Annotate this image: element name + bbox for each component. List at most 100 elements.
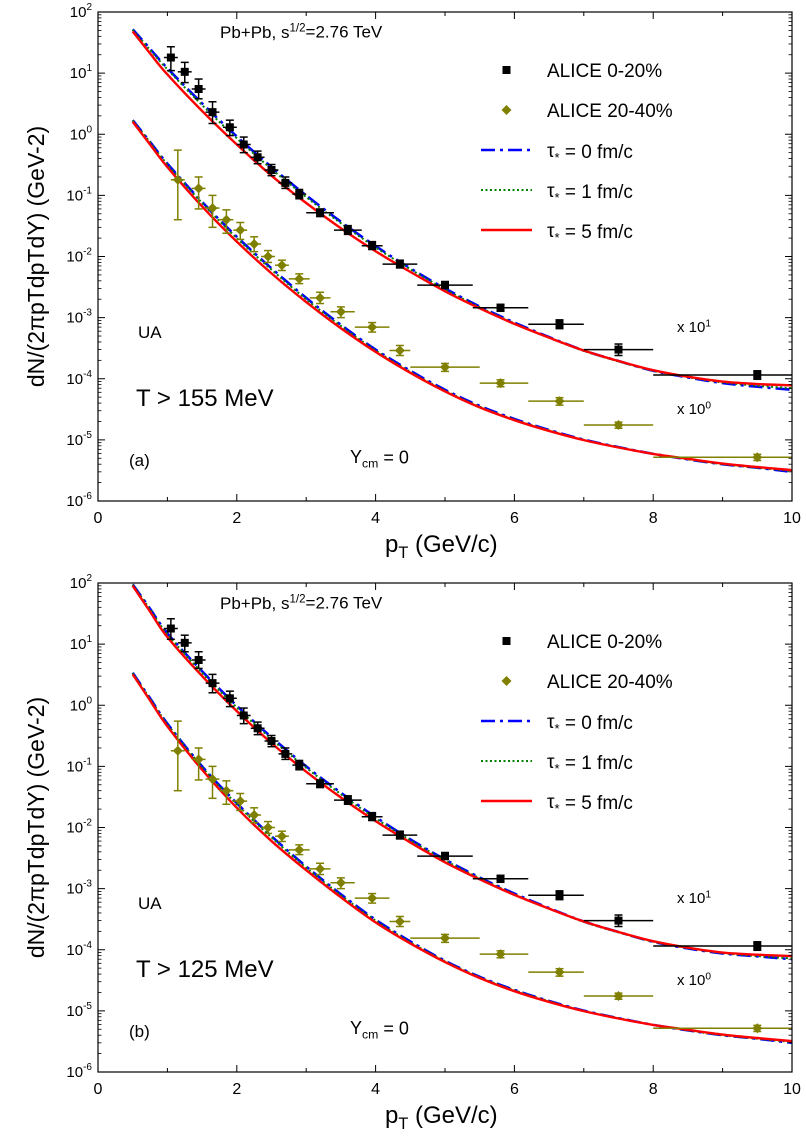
legend-label: ALICE 20-40% (547, 101, 673, 122)
data-point-square (583, 343, 654, 357)
y-tick-label: 101 (70, 63, 93, 82)
data-point-square (222, 690, 237, 708)
x-axis-label: pT (GeV/c) (385, 531, 498, 562)
legend-label: τ* = 5 fm/c (547, 792, 633, 816)
text-part: = 0 (378, 1019, 409, 1039)
scale-factor-lower: x 100 (677, 971, 711, 989)
data-point-square (472, 303, 529, 313)
marker-square (496, 303, 505, 312)
text-part: ALICE 0-20% (547, 61, 662, 82)
data-point-diamond (653, 1023, 792, 1034)
x-tick-label: 0 (94, 1081, 103, 1098)
x-tick-label: 6 (510, 510, 519, 527)
marker-diamond (315, 863, 326, 874)
legend-label: τ* = 1 fm/c (547, 752, 633, 776)
data-point-square (191, 651, 206, 670)
y-tick-label: 10-2 (66, 247, 92, 266)
scale-factor-lower: x 100 (677, 400, 711, 418)
text-part: 0 (705, 400, 711, 411)
y-tick-label: 10-3 (66, 308, 92, 327)
text-part: T > 155 MeV (136, 385, 274, 412)
text-part: = 5 fm/c (560, 793, 633, 814)
data-point-square (528, 890, 584, 901)
x-tick-label: 2 (232, 1081, 241, 1098)
text-part: τ (547, 181, 555, 202)
text-part: x 10 (677, 890, 705, 907)
legend-entry: ALICE 0-20% (502, 61, 662, 82)
data-point-diamond (247, 807, 262, 824)
data-point-square (292, 759, 307, 771)
y-tick-label: 10-4 (66, 940, 92, 959)
data-point-diamond (354, 321, 390, 333)
marker-square (225, 123, 234, 132)
marker-diamond (249, 810, 260, 821)
text-part: 2 (232, 1081, 241, 1098)
data-point-diamond (479, 949, 529, 960)
marker-diamond (554, 967, 565, 978)
marker-square (555, 320, 564, 329)
system-label: Pb+Pb, s1/2=2.76 TeV (220, 594, 383, 613)
data-point-square (361, 811, 383, 822)
y-tick-label: 10-3 (66, 879, 92, 898)
data-point-diamond (528, 967, 584, 978)
y-tick-label: 10-5 (66, 430, 92, 449)
data-point-diamond (653, 452, 792, 463)
marker-square (441, 281, 449, 290)
text-part: 1/2 (289, 23, 305, 35)
marker-diamond (495, 949, 506, 960)
system-label: Pb+Pb, s1/2=2.76 TeV (220, 23, 383, 42)
x-tick-label: 10 (783, 510, 801, 527)
data-point-diamond (309, 291, 331, 305)
text-part: 10 (783, 510, 801, 527)
marker-diamond (495, 378, 506, 389)
legend-entry: τ* = 5 fm/c (481, 221, 633, 245)
text-part: 0 (94, 510, 103, 527)
scale-factor-upper: x 101 (677, 318, 711, 336)
text-part: ALICE 0-20% (547, 632, 662, 653)
y-tick-label: 102 (70, 2, 93, 21)
marker-square (614, 345, 623, 354)
data-point-square (528, 319, 584, 330)
marker-diamond (394, 916, 405, 927)
data-point-diamond (330, 877, 355, 890)
x-tick-label: 4 (371, 1081, 380, 1098)
model-label: UA (138, 894, 162, 913)
data-point-square (382, 259, 418, 269)
data-point-square (278, 176, 293, 190)
text-part: * (555, 230, 560, 245)
data-point-diamond (528, 396, 584, 407)
marker-diamond (207, 774, 218, 785)
marker-square (441, 852, 449, 861)
text-part: 6 (510, 1081, 519, 1098)
text-part: 4 (371, 1081, 380, 1098)
rapidity-label: Ycm = 0 (350, 447, 409, 471)
marker-square (208, 679, 217, 688)
text-part: (GeV/c) (408, 531, 497, 558)
plot-area (131, 28, 792, 474)
data-point-diamond (288, 844, 310, 856)
y-tick-label: 10-2 (66, 818, 92, 837)
marker-diamond (367, 893, 378, 904)
x-tick-label: 0 (94, 510, 103, 527)
marker-diamond (335, 877, 346, 888)
y-tick-label: 10-6 (66, 491, 92, 510)
temperature-cut-label: T > 125 MeV (136, 956, 274, 983)
marker-square (239, 711, 248, 720)
data-point-diamond (274, 830, 289, 843)
data-point-diamond (410, 362, 480, 373)
legend: ALICE 0-20%ALICE 20-40%τ* = 0 fm/cτ* = 1… (481, 632, 673, 816)
text-part: τ (547, 141, 555, 162)
data-point-square (653, 370, 792, 381)
y-axis: 10-6 10-5 10-4 10-3 10-2 10-1 100 101 102 dN/(2πp… (23, 2, 792, 510)
legend-entry: τ* = 1 fm/c (481, 752, 633, 776)
marker-diamond (440, 362, 450, 373)
marker-square (295, 190, 304, 199)
text-part: = 0 fm/c (560, 713, 633, 734)
marker-diamond (367, 322, 378, 333)
text-part: τ (547, 752, 555, 773)
data-point-square (472, 874, 529, 884)
marker-square (295, 761, 304, 770)
y-tick-label: 10-1 (66, 185, 92, 204)
data-point-square (205, 673, 220, 694)
